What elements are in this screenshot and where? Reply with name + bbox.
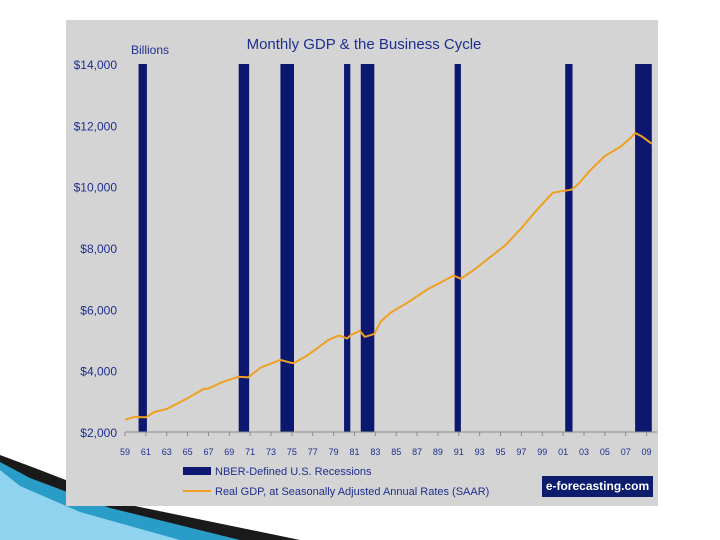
legend-label-gdp: Real GDP, at Seasonally Adjusted Annual … (215, 486, 489, 498)
y-tick-label: $2,000 (80, 426, 117, 440)
y-unit-label: Billions (131, 43, 169, 57)
y-tick-label: $14,000 (74, 58, 118, 72)
x-tick-label: 99 (537, 447, 547, 457)
chart-title: Monthly GDP & the Business Cycle (247, 36, 482, 53)
x-axis-ticks: 59 61 63 65 67 69 71 73 75 77 79 81 83 85 87 89 91 93 95 97… (120, 432, 652, 457)
x-tick-label: 97 (516, 447, 526, 457)
recession-bar-5 (360, 64, 375, 432)
legend-label-recessions: NBER-Defined U.S. Recessions (215, 466, 372, 478)
recession-bar-2 (238, 64, 250, 432)
x-tick-label: 69 (224, 447, 234, 457)
gdp-chart: Monthly GDP & the Business Cycle Billion… (74, 36, 657, 498)
recession-bar-1 (138, 64, 147, 432)
x-tick-label: 65 (183, 447, 193, 457)
recession-bar-4 (344, 64, 351, 432)
x-tick-label: 85 (391, 447, 401, 457)
x-tick-label: 63 (162, 447, 172, 457)
x-tick-label: 79 (329, 447, 339, 457)
x-tick-label: 71 (245, 447, 255, 457)
recession-bar-6 (454, 64, 461, 432)
x-tick-label: 83 (370, 447, 380, 457)
x-tick-label: 03 (579, 447, 589, 457)
x-tick-label: 87 (412, 447, 422, 457)
x-tick-label: 75 (287, 447, 297, 457)
recession-bar-7 (565, 64, 573, 432)
x-tick-label: 61 (141, 447, 151, 457)
gdp-series-line (124, 131, 653, 421)
x-tick-label: 73 (266, 447, 276, 457)
x-tick-label: 77 (308, 447, 318, 457)
x-tick-label: 95 (496, 447, 506, 457)
y-tick-label: $4,000 (80, 365, 117, 379)
x-tick-label: 67 (203, 447, 213, 457)
x-tick-label: 93 (475, 447, 485, 457)
x-tick-label: 05 (600, 447, 610, 457)
recession-bar-8 (635, 64, 652, 432)
x-tick-label: 07 (621, 447, 631, 457)
corner-swoosh-light (0, 470, 180, 540)
x-tick-label: 91 (454, 447, 464, 457)
y-tick-label: $12,000 (74, 119, 118, 133)
chart-panel: Monthly GDP & the Business Cycle Billion… (66, 20, 658, 506)
y-tick-label: $6,000 (80, 303, 117, 317)
recession-bar-3 (280, 64, 294, 432)
x-tick-label: 81 (349, 447, 359, 457)
recession-bars (138, 64, 652, 432)
x-tick-label: 01 (558, 447, 568, 457)
y-tick-label: $8,000 (80, 242, 117, 256)
x-tick-label: 09 (642, 447, 652, 457)
x-tick-label: 89 (433, 447, 443, 457)
y-tick-label: $10,000 (74, 181, 118, 195)
x-tick-label: 59 (120, 447, 130, 457)
legend-swatch-recessions (183, 467, 211, 475)
y-axis-ticks: $2,000 $4,000 $6,000 $8,000 $10,000 $12,000 $1… (74, 58, 118, 440)
source-badge: e-forecasting.com (542, 476, 653, 497)
